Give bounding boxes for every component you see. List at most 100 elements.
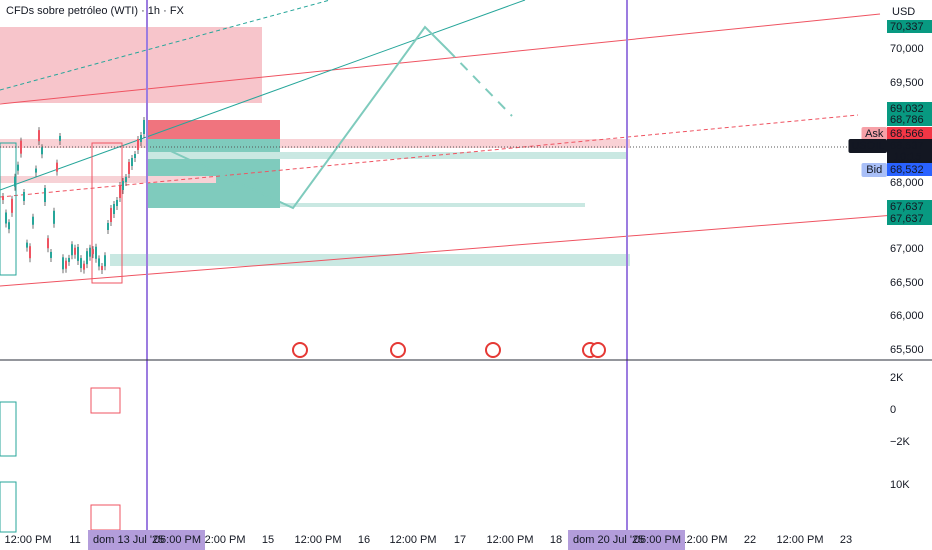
candle	[104, 255, 106, 267]
price-badge-text: 67,637	[890, 201, 924, 213]
indicator-label: 10K	[890, 479, 910, 491]
candle	[62, 257, 64, 270]
candle	[20, 140, 22, 154]
candle	[11, 198, 13, 213]
candle	[8, 222, 10, 230]
time-marker-date: dom 13 Jul '25	[93, 534, 164, 546]
price-badge	[887, 20, 932, 33]
candle	[44, 188, 46, 203]
price-badge-text: 68,537	[890, 140, 924, 152]
candle	[101, 265, 103, 270]
badge-tag	[848, 139, 887, 153]
candle	[74, 247, 76, 255]
price-badge-sub: 10:15	[894, 151, 922, 163]
price-badge	[887, 139, 932, 163]
price-badge	[887, 212, 932, 225]
box	[91, 142, 123, 284]
candle	[41, 147, 43, 155]
badge-tag	[861, 127, 887, 141]
trend-line	[0, 211, 932, 287]
price-badge	[887, 127, 932, 140]
candle	[86, 251, 88, 265]
indicator-label: −2K	[890, 436, 911, 448]
candle	[89, 247, 91, 257]
price-badge-text: 70,337	[890, 21, 924, 33]
badge-tag-text: Ask	[865, 128, 884, 140]
time-label: 12:00 PM	[4, 534, 51, 546]
candle	[65, 260, 67, 269]
box	[0, 142, 17, 276]
candle	[98, 258, 100, 267]
time-label: 12:00 PM	[680, 534, 727, 546]
price-label: 65,500	[890, 344, 924, 356]
candle	[71, 244, 73, 256]
candle	[143, 120, 145, 134]
candle	[23, 192, 25, 202]
price-label: 69,500	[890, 77, 924, 89]
candle	[26, 242, 28, 248]
candle	[53, 210, 55, 224]
candle	[35, 168, 37, 173]
candle	[29, 246, 31, 259]
price-badge-text: 68,532	[890, 164, 924, 176]
candle	[107, 223, 109, 230]
event-flags	[292, 342, 606, 358]
price-label: 70,000	[890, 43, 924, 55]
time-label: 22	[744, 534, 756, 546]
price-badge-text: 69,032	[890, 103, 924, 115]
candle	[137, 139, 139, 150]
candle	[92, 249, 94, 255]
candle	[128, 162, 130, 174]
candle	[113, 204, 115, 214]
candle	[47, 238, 49, 249]
box	[0, 481, 17, 533]
indicator-label: 2K	[890, 372, 904, 384]
time-label: 15	[262, 534, 274, 546]
time-label: 12:00 PM	[294, 534, 341, 546]
projection	[146, 25, 449, 210]
time-label: 12:00 PM	[389, 534, 436, 546]
candle	[83, 263, 85, 270]
price-badge-text: 68,786	[890, 114, 924, 126]
chart-title: CFDs sobre petróleo (WTI) · 1h · FX	[6, 5, 185, 17]
time-marker-time: 06:00 PM	[154, 534, 201, 546]
candle	[17, 164, 19, 171]
zone	[147, 152, 627, 159]
indicator-label: 0	[890, 404, 896, 416]
candle	[2, 196, 4, 200]
badge-tag-text: Bid	[866, 164, 882, 176]
time-label: 12:00 PM	[486, 534, 533, 546]
supply-zone	[0, 27, 262, 103]
candle	[125, 177, 127, 182]
candle	[134, 154, 136, 158]
price-badge	[887, 102, 932, 115]
candle	[56, 162, 58, 172]
time-marker-time: 06:00 PM	[634, 534, 681, 546]
candle	[116, 200, 118, 206]
box	[90, 387, 121, 414]
time-label: 16	[358, 534, 370, 546]
candle	[131, 158, 133, 166]
time-label: 18	[550, 534, 562, 546]
trend-line	[0, 114, 859, 198]
candle	[95, 246, 97, 259]
zone	[280, 203, 585, 207]
channel-line	[0, 0, 526, 191]
candle	[38, 130, 40, 142]
candle	[77, 246, 79, 261]
time-label: 23	[840, 534, 852, 546]
badge-tag	[861, 163, 887, 177]
price-label: 66,500	[890, 277, 924, 289]
price-label: 68,000	[890, 177, 924, 189]
price-badge	[887, 200, 932, 213]
time-label: 12:00 PM	[198, 534, 245, 546]
candle	[110, 208, 112, 222]
candle	[140, 135, 142, 142]
candle	[14, 176, 16, 187]
channel-line	[0, 0, 331, 91]
candle	[119, 185, 121, 198]
candle	[50, 251, 52, 258]
price-badge	[887, 163, 932, 176]
